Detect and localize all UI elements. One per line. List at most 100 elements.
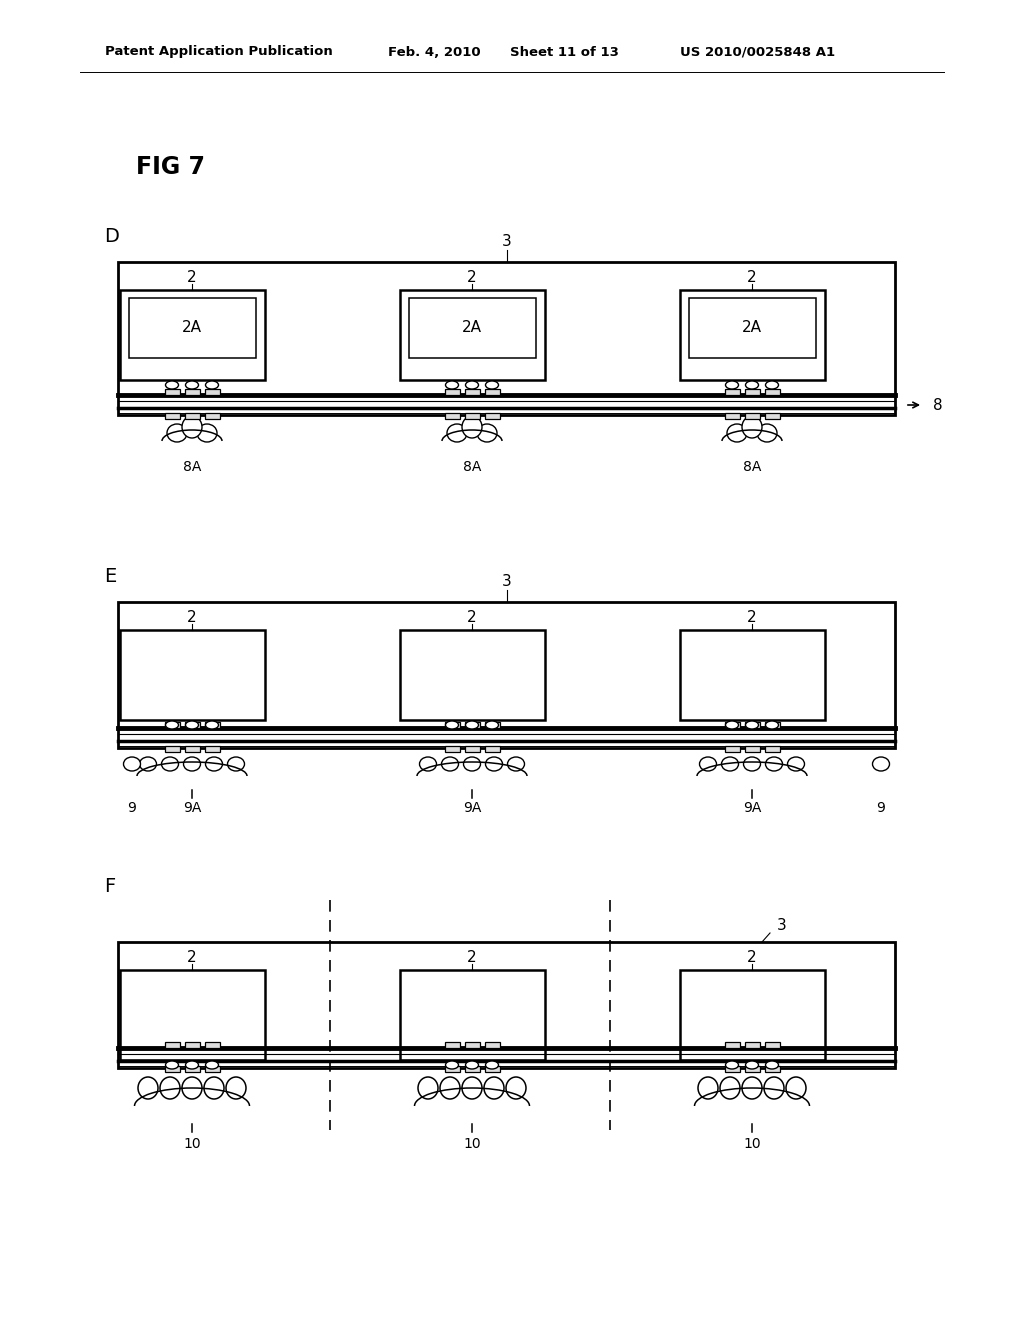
Bar [765,389,779,395]
Ellipse shape [440,1077,460,1100]
Ellipse shape [466,381,478,389]
Text: 3: 3 [777,917,786,932]
Bar [484,1067,500,1072]
Bar [205,722,219,729]
Bar [465,1041,479,1048]
Bar [765,413,779,418]
Bar [465,746,479,752]
Ellipse shape [197,424,217,442]
Ellipse shape [464,756,480,771]
Text: 10: 10 [183,1137,201,1151]
Bar [484,413,500,418]
Text: 10: 10 [463,1137,481,1151]
Ellipse shape [226,1077,246,1100]
Bar [680,630,825,719]
Bar [725,413,739,418]
Text: 8A: 8A [183,459,201,474]
Ellipse shape [485,756,503,771]
Bar [725,1067,739,1072]
Text: Sheet 11 of 13: Sheet 11 of 13 [510,45,618,58]
Ellipse shape [204,1077,224,1100]
Ellipse shape [725,381,738,389]
Bar [400,290,545,380]
Text: 9: 9 [128,801,136,814]
Bar [165,1067,179,1072]
Text: 9A: 9A [463,801,481,814]
Ellipse shape [757,424,777,442]
Ellipse shape [139,756,157,771]
Text: Patent Application Publication: Patent Application Publication [105,45,333,58]
Ellipse shape [764,1077,784,1100]
Ellipse shape [787,756,805,771]
Bar [444,389,460,395]
Ellipse shape [206,1061,218,1069]
Text: 2A: 2A [462,321,482,335]
Text: D: D [104,227,119,246]
Ellipse shape [162,756,178,771]
Text: 2: 2 [187,610,197,624]
Ellipse shape [182,416,202,438]
Ellipse shape [743,756,761,771]
Ellipse shape [124,756,140,771]
Bar [680,970,825,1060]
Ellipse shape [160,1077,180,1100]
Ellipse shape [720,1077,740,1100]
Bar [680,290,825,380]
Ellipse shape [745,721,759,729]
Ellipse shape [485,721,499,729]
Ellipse shape [206,381,218,389]
Ellipse shape [183,756,201,771]
Text: 2: 2 [187,949,197,965]
Bar [184,413,200,418]
Bar [484,389,500,395]
Bar [184,746,200,752]
Ellipse shape [742,416,762,438]
Bar [484,1041,500,1048]
Bar [120,970,265,1060]
Bar [118,261,895,414]
Ellipse shape [462,416,482,438]
Text: US 2010/0025848 A1: US 2010/0025848 A1 [680,45,836,58]
Ellipse shape [477,424,497,442]
Ellipse shape [167,424,187,442]
Text: 3: 3 [502,574,511,590]
Bar [120,290,265,380]
Bar [444,1067,460,1072]
Ellipse shape [185,381,199,389]
Ellipse shape [725,721,738,729]
Ellipse shape [485,1061,499,1069]
Ellipse shape [206,756,222,771]
Bar [725,389,739,395]
Bar [120,630,265,719]
Ellipse shape [742,1077,762,1100]
Ellipse shape [185,1061,199,1069]
Ellipse shape [485,381,499,389]
Bar [744,413,760,418]
Text: 2: 2 [187,269,197,285]
Bar [205,746,219,752]
Ellipse shape [872,756,890,771]
Ellipse shape [466,1061,478,1069]
Ellipse shape [766,756,782,771]
Text: Feb. 4, 2010: Feb. 4, 2010 [388,45,480,58]
Text: F: F [104,876,116,895]
Text: 2A: 2A [182,321,202,335]
Bar [184,1041,200,1048]
Bar [465,722,479,729]
Bar [725,1041,739,1048]
Bar [400,630,545,719]
Text: 9: 9 [877,801,886,814]
Text: 2: 2 [467,610,477,624]
Bar [409,298,536,358]
Bar [765,1067,779,1072]
Bar [744,722,760,729]
Bar [184,722,200,729]
Bar [165,722,179,729]
Text: 2: 2 [467,269,477,285]
Bar [400,970,545,1060]
Ellipse shape [484,1077,504,1100]
Bar [165,389,179,395]
Bar [118,602,895,748]
Bar [165,413,179,418]
Bar [465,413,479,418]
